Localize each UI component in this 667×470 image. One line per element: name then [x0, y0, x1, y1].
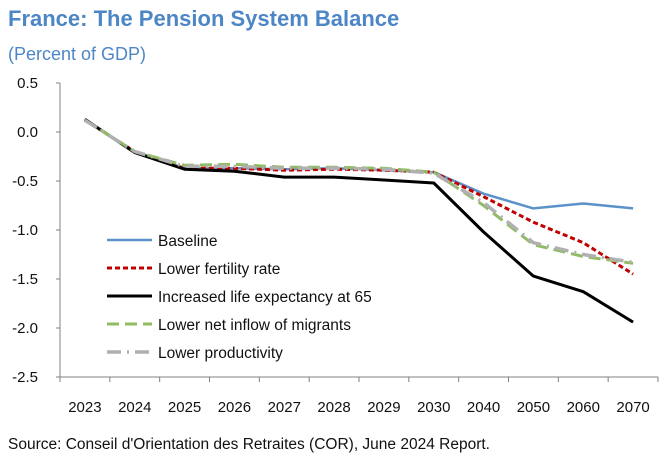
y-tick-label: -1.0: [12, 222, 38, 239]
x-tick-label: 2070: [616, 399, 649, 416]
x-tick-label: 2024: [118, 399, 151, 416]
chart-axes: [59, 83, 658, 378]
x-tick-label: 2040: [467, 399, 500, 416]
y-tick-label: -0.5: [12, 173, 38, 190]
x-tick-label: 2026: [218, 399, 251, 416]
pension-balance-chart: 2023 2024 2025 2026 2027 2028 2029 2030 2040 2050…: [12, 75, 659, 416]
series-lower-migrants-legend-label: Lower net inflow of migrants: [158, 317, 351, 334]
y-tick-label: -1.5: [12, 271, 38, 288]
series-lower-productivity-legend-label: Lower productivity: [158, 345, 283, 362]
chart-legend: Baseline Lower fertility rate Increased li…: [107, 233, 372, 362]
x-tick-label: 2029: [367, 399, 400, 416]
x-tick-label: 2025: [168, 399, 201, 416]
x-tick-label: 2060: [567, 399, 600, 416]
y-tick-label: -2.5: [12, 369, 38, 386]
series-life-expectancy-line: [84, 118, 634, 324]
y-tick-label: -2.0: [12, 320, 38, 337]
chart-subtitle: (Percent of GDP): [8, 44, 147, 64]
source-note: Source: Conseil d'Orientation des Retrai…: [8, 436, 490, 453]
x-axis-ticks: 2023 2024 2025 2026 2027 2028 2029 2030 2040 2050…: [59, 377, 659, 416]
y-axis-ticks: 0.5 0.0 -0.5 -1.0 -1.5 -2.0 -2.5: [12, 75, 60, 386]
y-tick-label: 0.5: [17, 75, 38, 92]
x-tick-label: 2050: [517, 399, 550, 416]
x-tick-label: 2028: [317, 399, 350, 416]
series-lower-migrants-line: [84, 118, 634, 265]
x-tick-label: 2027: [268, 399, 301, 416]
series-lower-productivity-line: [83, 118, 634, 265]
series-life-expectancy-legend-label: Increased life expectancy at 65: [158, 289, 372, 306]
x-tick-label: 2030: [417, 399, 450, 416]
chart-series-lines: [83, 118, 634, 324]
chart-title: France: The Pension System Balance: [8, 6, 400, 31]
series-baseline-legend-label: Baseline: [158, 233, 217, 250]
series-lower-fertility-line: [84, 118, 634, 276]
series-lower-fertility-legend-label: Lower fertility rate: [158, 261, 280, 278]
y-tick-label: 0.0: [17, 124, 38, 141]
x-tick-label: 2023: [68, 399, 101, 416]
